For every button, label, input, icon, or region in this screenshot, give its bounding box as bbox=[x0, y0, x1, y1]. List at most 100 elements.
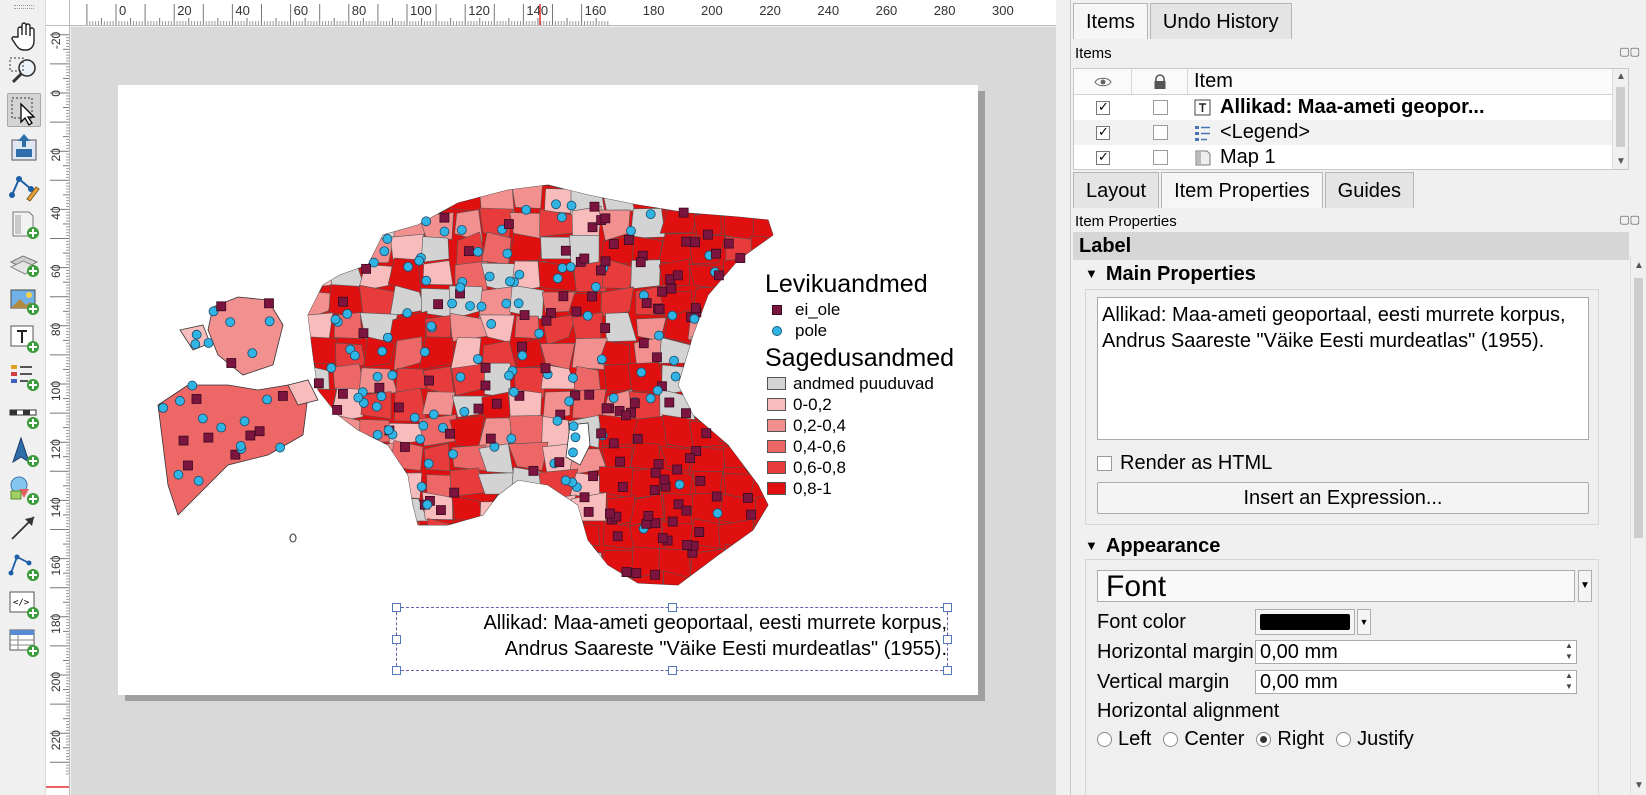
tab-undo-history[interactable]: Undo History bbox=[1149, 3, 1292, 39]
item-column-header[interactable]: Item bbox=[1194, 70, 1233, 92]
legend-item[interactable]: Levikuandmed ei_ole pole Sagedusandmed a… bbox=[765, 269, 975, 499]
visibility-eye-icon[interactable] bbox=[1074, 69, 1132, 94]
parish-region bbox=[308, 206, 338, 235]
items-row[interactable]: Map 1 bbox=[1074, 145, 1628, 169]
ei-ole-marker bbox=[664, 397, 675, 408]
tab-layout[interactable]: Layout bbox=[1073, 172, 1160, 208]
panel-float-close-icon[interactable]: ▢▢ bbox=[1619, 214, 1640, 226]
ei-ole-marker bbox=[480, 380, 491, 391]
add-node-item-icon[interactable] bbox=[7, 549, 41, 583]
lock-checkbox[interactable] bbox=[1152, 125, 1168, 140]
add-picture-icon[interactable] bbox=[7, 283, 41, 317]
horizontal-ruler[interactable]: 0 20 40 60 80 100 120 140 160 180 200 220 240 260 280 3… bbox=[70, 0, 1056, 26]
toolbar-grip[interactable] bbox=[14, 5, 34, 9]
parish-region bbox=[724, 544, 758, 581]
insert-expression-button[interactable]: Insert an Expression... bbox=[1097, 482, 1589, 514]
add-label-icon[interactable] bbox=[7, 321, 41, 355]
move-item-content-tool-icon[interactable] bbox=[7, 131, 41, 165]
add-north-arrow-icon[interactable] bbox=[7, 435, 41, 469]
layout-canvas[interactable]: Levikuandmed ei_ole pole Sagedusandmed a… bbox=[71, 27, 1056, 795]
add-html-icon[interactable]: </> bbox=[7, 587, 41, 621]
add-arrow-icon[interactable] bbox=[7, 511, 41, 545]
radio-left[interactable] bbox=[1097, 732, 1112, 747]
pole-marker bbox=[203, 338, 214, 348]
spin-arrows-icon[interactable]: ▲ ▼ bbox=[1565, 641, 1573, 661]
resize-handle[interactable] bbox=[392, 603, 401, 612]
add-legend-icon[interactable] bbox=[7, 359, 41, 393]
ruler-tick-label: 100 bbox=[49, 381, 63, 401]
add-shape-icon[interactable] bbox=[7, 473, 41, 507]
ei-ole-marker bbox=[338, 388, 348, 399]
ei-ole-marker bbox=[601, 403, 612, 414]
font-dropdown-arrow-icon[interactable]: ▼ bbox=[1578, 570, 1592, 602]
ei-ole-marker bbox=[690, 237, 701, 248]
appearance-group-header[interactable]: ▼ Appearance bbox=[1085, 535, 1220, 558]
select-move-item-tool-icon[interactable] bbox=[7, 93, 41, 127]
panel-float-close-icon[interactable]: ▢▢ bbox=[1619, 46, 1640, 58]
font-color-button[interactable] bbox=[1255, 609, 1355, 635]
vertical-margin-spinbox[interactable]: 0,00 mm bbox=[1255, 670, 1577, 694]
add-attribute-table-icon[interactable] bbox=[7, 625, 41, 659]
visible-checkbox[interactable] bbox=[1096, 99, 1110, 115]
render-as-html-checkbox[interactable]: Render as HTML bbox=[1097, 452, 1272, 475]
resize-handle[interactable] bbox=[392, 635, 401, 644]
parish-region bbox=[424, 573, 459, 585]
lock-checkbox[interactable] bbox=[1152, 150, 1168, 165]
parish-region bbox=[331, 521, 366, 553]
map-item[interactable] bbox=[118, 85, 978, 695]
label-text-editor[interactable]: Allikad: Maa-ameti geoportaal, eesti mur… bbox=[1097, 297, 1589, 440]
items-row[interactable]: Allikad: Maa-ameti geopor... bbox=[1074, 95, 1628, 120]
resize-handle[interactable] bbox=[943, 603, 952, 612]
tab-items[interactable]: Items bbox=[1073, 3, 1148, 39]
pole-marker bbox=[472, 246, 483, 257]
resize-handle[interactable] bbox=[392, 666, 401, 675]
pan-layout-tool-icon[interactable] bbox=[7, 18, 41, 52]
collapse-triangle-icon[interactable]: ▼ bbox=[1085, 538, 1098, 553]
pole-marker bbox=[372, 371, 383, 382]
checkbox-box[interactable] bbox=[1097, 456, 1112, 471]
resize-handle[interactable] bbox=[668, 666, 677, 675]
ei-ole-marker bbox=[682, 540, 692, 550]
ei-ole-marker bbox=[681, 505, 692, 516]
radio-right[interactable] bbox=[1256, 732, 1272, 747]
pole-marker bbox=[262, 394, 272, 405]
properties-scrollbar[interactable]: ▲ ▼ bbox=[1630, 256, 1646, 795]
collapse-triangle-icon[interactable]: ▼ bbox=[1085, 266, 1098, 281]
add-3d-map-icon[interactable] bbox=[7, 245, 41, 279]
tab-item-properties[interactable]: Item Properties bbox=[1161, 172, 1323, 208]
pole-marker bbox=[423, 458, 434, 469]
tab-guides[interactable]: Guides bbox=[1324, 172, 1415, 208]
lock-checkbox[interactable] bbox=[1152, 100, 1168, 115]
resize-handle[interactable] bbox=[943, 635, 952, 644]
zoom-tool-icon[interactable] bbox=[7, 55, 41, 89]
font-button[interactable]: Font bbox=[1097, 570, 1575, 603]
parish-region bbox=[542, 313, 578, 346]
color-dropdown-arrow-icon[interactable]: ▼ bbox=[1357, 609, 1371, 635]
parish-region bbox=[751, 185, 773, 216]
edit-nodes-tool-icon[interactable] bbox=[7, 169, 41, 203]
add-map-icon[interactable] bbox=[7, 207, 41, 241]
items-tree[interactable]: Item Allikad: Maa-ameti geopor... <Legen… bbox=[1073, 68, 1629, 170]
radio-justify[interactable] bbox=[1336, 732, 1352, 747]
vertical-ruler[interactable]: -20 0 20 40 60 80 100 120 140 160 180 200 220 bbox=[46, 26, 70, 795]
selected-label-item[interactable]: Allikad: Maa-ameti geoportaal, eesti mur… bbox=[392, 603, 952, 675]
items-scrollbar[interactable]: ▲ ▼ bbox=[1612, 69, 1628, 169]
visible-checkbox[interactable] bbox=[1096, 124, 1110, 140]
lock-icon[interactable] bbox=[1132, 69, 1188, 94]
resize-handle[interactable] bbox=[943, 666, 952, 675]
main-properties-group-header[interactable]: ▼ Main Properties bbox=[1085, 263, 1256, 286]
radio-center[interactable] bbox=[1163, 732, 1179, 747]
label-line-2: Andrus Saareste "Väike Eesti murdeatlas"… bbox=[504, 638, 947, 660]
add-scale-bar-icon[interactable] bbox=[7, 397, 41, 431]
spin-arrows-icon[interactable]: ▲ ▼ bbox=[1565, 671, 1573, 691]
radio-label: Center bbox=[1184, 728, 1245, 750]
horizontal-margin-spinbox[interactable]: 0,00 mm bbox=[1255, 640, 1577, 664]
item-type-header: Label bbox=[1073, 232, 1629, 260]
visible-checkbox[interactable] bbox=[1096, 149, 1110, 165]
legend-title-levikuandmed: Levikuandmed bbox=[765, 270, 928, 298]
resize-handle[interactable] bbox=[668, 603, 677, 612]
items-row[interactable]: <Legend> bbox=[1074, 120, 1628, 145]
parish-region bbox=[308, 261, 335, 289]
layout-page[interactable]: Levikuandmed ei_ole pole Sagedusandmed a… bbox=[118, 85, 978, 695]
ruler-corner bbox=[46, 0, 70, 26]
